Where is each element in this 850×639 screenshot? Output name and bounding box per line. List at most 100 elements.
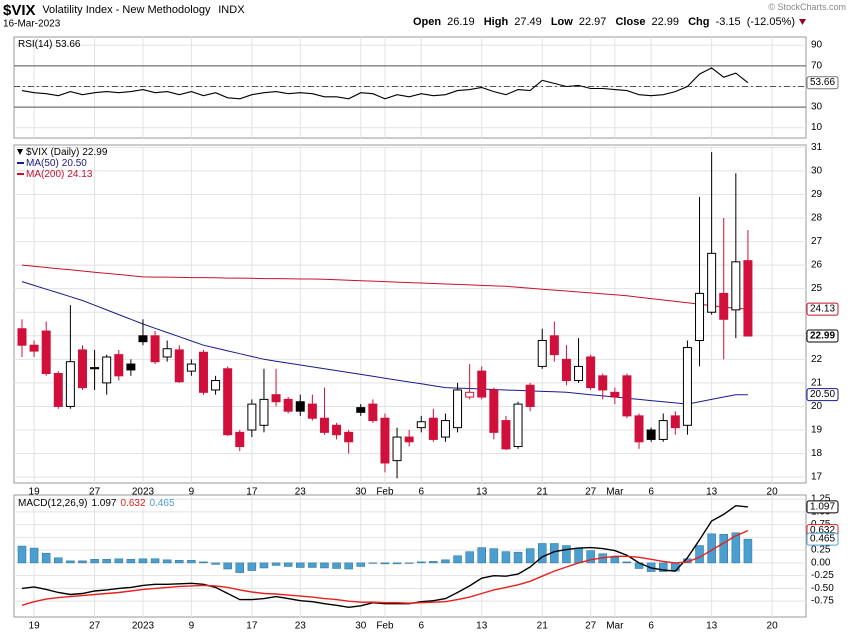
candle-body: [162, 348, 172, 358]
candle-body: [114, 354, 124, 377]
histogram-bar: [29, 547, 39, 564]
histogram-bar: [332, 562, 341, 569]
candle-body: [501, 420, 511, 450]
x-tick-label: 2023: [132, 621, 155, 632]
candle-body: [29, 344, 39, 352]
candle-body: [295, 401, 305, 412]
histogram-bar: [658, 562, 668, 572]
histogram-bar: [344, 562, 353, 570]
moving-average: [21, 264, 748, 310]
security-name: Volatility Index - New Methodology: [42, 4, 211, 16]
candle-body: [561, 358, 571, 382]
histogram-bar: [562, 545, 571, 564]
histogram-bar: [646, 562, 656, 572]
y-tick-label: 29: [811, 189, 823, 200]
candle-body: [549, 335, 559, 356]
histogram-bar: [453, 555, 462, 564]
symbol: $VIX: [3, 2, 36, 19]
candle-body: [17, 328, 27, 346]
histogram-bar: [477, 547, 486, 564]
candle-body: [392, 436, 402, 462]
candle-body: [319, 417, 329, 433]
histogram-bar: [78, 560, 87, 564]
candle-body: [622, 375, 632, 417]
quote-label: High: [484, 16, 509, 28]
legend-name: MA(200): [26, 169, 64, 180]
candle-body: [344, 431, 354, 443]
date: 16-Mar-2023: [3, 19, 61, 30]
candle-body: [610, 391, 620, 398]
quote-value: (-12.05%): [747, 16, 795, 28]
y-tick-label: 30: [811, 102, 823, 113]
y-tick-label: 21: [811, 377, 823, 388]
quote: Open 26.19 High 27.49 Low 22.97 Close 22…: [413, 16, 795, 28]
histogram-bar: [429, 561, 438, 564]
x-tick-label: 27: [585, 487, 597, 498]
x-tick-label: Mar: [606, 487, 624, 498]
value-box: [806, 76, 839, 90]
candle-body: [271, 394, 281, 403]
histogram-bar: [417, 561, 426, 564]
histogram-bar: [138, 558, 148, 564]
histogram-bar: [150, 558, 160, 564]
candle-body: [90, 367, 100, 370]
histogram-bar: [114, 558, 124, 564]
histogram-bar: [17, 545, 27, 564]
histogram-bar: [247, 562, 257, 571]
histogram-bar: [695, 545, 704, 564]
value-box: [806, 500, 839, 514]
x-tick-label: Mar: [606, 621, 624, 632]
candle-body: [695, 292, 705, 341]
candle-body: [404, 436, 414, 443]
value-box: [806, 532, 839, 546]
legend-value: 53.66: [55, 39, 80, 50]
histogram-bar: [126, 559, 136, 564]
candle-body: [247, 403, 257, 431]
y-tick-label: 19: [811, 425, 823, 436]
histogram-bar: [211, 562, 220, 565]
candle-body: [743, 260, 753, 337]
x-tick-label: 27: [89, 621, 101, 632]
exchange: INDX: [218, 4, 245, 16]
y-tick-label: 30: [811, 165, 823, 176]
candle-body: [259, 398, 269, 426]
histogram-bar: [187, 560, 196, 564]
legend-name: MA(50): [26, 158, 59, 169]
candle-body: [731, 261, 741, 311]
candle-body: [53, 372, 63, 407]
candle-body: [368, 403, 378, 422]
y-tick-label: 25: [811, 283, 823, 294]
legend-entry: MA(50) 20.50: [26, 158, 87, 169]
histogram-bar: [223, 562, 232, 570]
histogram-bar: [586, 550, 595, 564]
quote-label: Close: [615, 16, 645, 28]
quote-label: Chg: [688, 16, 709, 28]
candle-body: [77, 349, 87, 389]
candle-body: [186, 363, 196, 372]
x-tick-label: 13: [706, 487, 718, 498]
panel: [13, 36, 807, 139]
candle-body: [453, 389, 463, 429]
y-tick-label: 27: [811, 236, 823, 247]
candle-body: [174, 349, 184, 383]
candle-body: [489, 389, 499, 433]
candle-body: [707, 252, 717, 313]
candle-body: [138, 335, 148, 343]
y-tick-label: 90: [811, 40, 823, 51]
histogram-bar: [235, 562, 245, 573]
histogram-bar: [271, 562, 281, 566]
legend-value: 0.632: [121, 498, 146, 509]
quote-label: Open: [413, 16, 441, 28]
x-tick-label: 13: [706, 621, 718, 632]
legend-value: 22.99: [82, 147, 107, 158]
histogram-bar: [66, 560, 75, 564]
x-tick-label: 2023: [132, 487, 155, 498]
histogram-bar: [513, 551, 523, 564]
x-tick-label: 21: [537, 621, 549, 632]
y-tick-label: 28: [811, 213, 823, 224]
histogram-bar: [610, 557, 620, 564]
legend-value: 24.13: [67, 169, 92, 180]
value-box: [806, 388, 839, 402]
histogram-bar: [574, 547, 583, 564]
